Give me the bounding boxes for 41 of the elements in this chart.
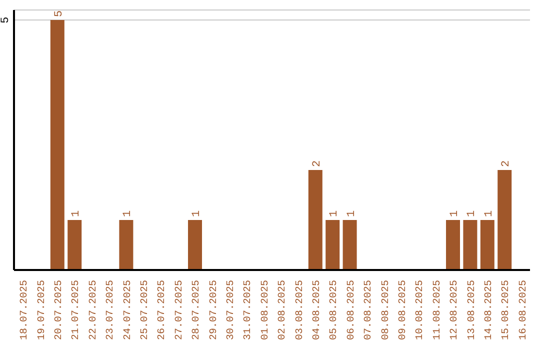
data-label: 1 (466, 210, 478, 217)
x-tick-label: 22.07.2025 (88, 280, 100, 340)
data-label: 1 (346, 210, 358, 217)
x-tick-label: 21.07.2025 (71, 280, 82, 340)
x-tick-label: 26.07.2025 (157, 280, 168, 340)
x-tick-label: 03.08.2025 (294, 280, 306, 340)
data-label: 1 (191, 210, 203, 217)
data-label: 1 (122, 210, 134, 217)
x-tick-label: 07.08.2025 (364, 280, 375, 340)
x-tick-label: 25.07.2025 (140, 280, 151, 340)
x-tick-label: 05.08.2025 (329, 280, 340, 340)
data-label: 2 (311, 160, 324, 167)
x-tick-label: 28.07.2025 (192, 280, 203, 340)
x-tick-label: 09.08.2025 (398, 280, 409, 340)
x-tick-label: 29.07.2025 (208, 280, 220, 340)
x-tick-label: 14.08.2025 (484, 280, 495, 340)
x-tick-label: 15.08.2025 (501, 280, 512, 340)
x-tick-label: 23.07.2025 (106, 280, 117, 340)
data-label: 1 (449, 210, 461, 217)
x-tick-label: 20.07.2025 (54, 280, 65, 340)
x-tick-label: 27.07.2025 (174, 280, 186, 340)
x-tick-label: 13.08.2025 (466, 280, 478, 340)
data-label: 1 (483, 210, 496, 217)
data-label: 1 (328, 210, 341, 217)
x-tick-label: 08.08.2025 (380, 280, 392, 340)
data-label: 5 (53, 10, 66, 17)
data-label: 2 (500, 160, 513, 167)
x-tick-label: 02.08.2025 (278, 280, 289, 340)
x-tick-label: 04.08.2025 (312, 280, 323, 340)
x-tick-label: 11.08.2025 (432, 280, 444, 340)
x-tick-label: 18.07.2025 (20, 280, 31, 340)
x-tick-label: 24.07.2025 (122, 280, 134, 340)
x-tick-label: 06.08.2025 (346, 280, 358, 340)
x-tick-label: 30.07.2025 (226, 280, 237, 340)
x-tick-label: 10.08.2025 (415, 280, 426, 340)
x-tick-label: 12.08.2025 (450, 280, 461, 340)
x-tick-label: 16.08.2025 (518, 280, 530, 340)
x-tick-label: 01.08.2025 (260, 280, 272, 340)
data-label: 1 (70, 210, 83, 217)
x-tick-label: 31.07.2025 (243, 280, 254, 340)
x-tick-label: 19.07.2025 (36, 280, 48, 340)
